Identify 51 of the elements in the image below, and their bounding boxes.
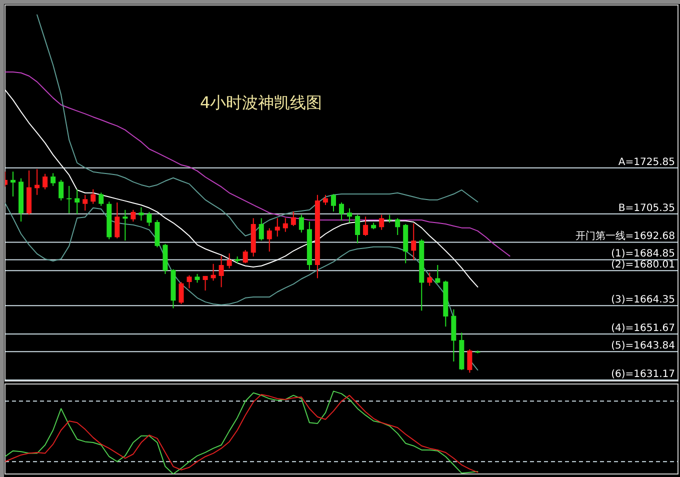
candlestick bbox=[242, 249, 248, 264]
ref-line-label: (5)=1643.84 bbox=[611, 340, 675, 352]
ref-line-label: (1)=1684.85 bbox=[611, 248, 675, 260]
candlestick bbox=[322, 194, 328, 206]
candlestick bbox=[210, 263, 216, 282]
candlestick bbox=[146, 211, 152, 227]
candlestick bbox=[395, 218, 400, 236]
candlestick bbox=[122, 209, 128, 242]
candlestick bbox=[50, 172, 56, 186]
candlestick bbox=[202, 275, 208, 292]
candlestick bbox=[90, 188, 96, 204]
candlestick bbox=[42, 173, 48, 190]
candlestick bbox=[34, 168, 40, 196]
candlestick bbox=[435, 264, 440, 284]
candlestick bbox=[298, 214, 304, 234]
candlestick bbox=[427, 272, 432, 286]
candlestick bbox=[266, 228, 272, 252]
candlestick bbox=[330, 194, 336, 212]
candlestick bbox=[74, 188, 80, 214]
candlestick bbox=[282, 218, 288, 232]
candlestick bbox=[226, 252, 232, 269]
candlestick bbox=[98, 192, 104, 206]
ref-line-label: (3)=1664.35 bbox=[611, 294, 675, 306]
ref-line-label: B=1705.35 bbox=[618, 202, 675, 214]
ref-line-label: (2)=1680.01 bbox=[611, 260, 675, 271]
ref-line-label: (6)=1631.17 bbox=[611, 368, 675, 380]
candlestick bbox=[218, 255, 224, 288]
candlestick bbox=[379, 214, 384, 230]
candlestick bbox=[10, 171, 16, 197]
candlestick bbox=[82, 194, 88, 212]
candlestick bbox=[154, 219, 160, 248]
candlestick bbox=[258, 218, 264, 242]
candlestick bbox=[355, 214, 360, 244]
candlestick bbox=[66, 185, 72, 214]
ref-line-label: A=1725.85 bbox=[618, 156, 675, 168]
candlestick bbox=[186, 274, 192, 289]
candlestick bbox=[339, 202, 344, 222]
candlestick bbox=[130, 209, 136, 222]
candlestick bbox=[467, 348, 472, 374]
candlestick bbox=[411, 222, 416, 260]
candlestick bbox=[290, 210, 296, 227]
candlestick bbox=[178, 282, 184, 304]
candlestick bbox=[347, 208, 352, 224]
text: 4小时波神凯线图 bbox=[200, 93, 322, 112]
candlestick bbox=[114, 202, 120, 239]
ref-line-label: 开门第一线=1692.68 bbox=[575, 230, 675, 242]
candlestick bbox=[58, 179, 64, 201]
candlestick bbox=[274, 218, 280, 238]
candlestick bbox=[363, 216, 368, 236]
candlestick bbox=[138, 206, 144, 222]
ref-line-label: (4)=1651.67 bbox=[611, 323, 675, 334]
